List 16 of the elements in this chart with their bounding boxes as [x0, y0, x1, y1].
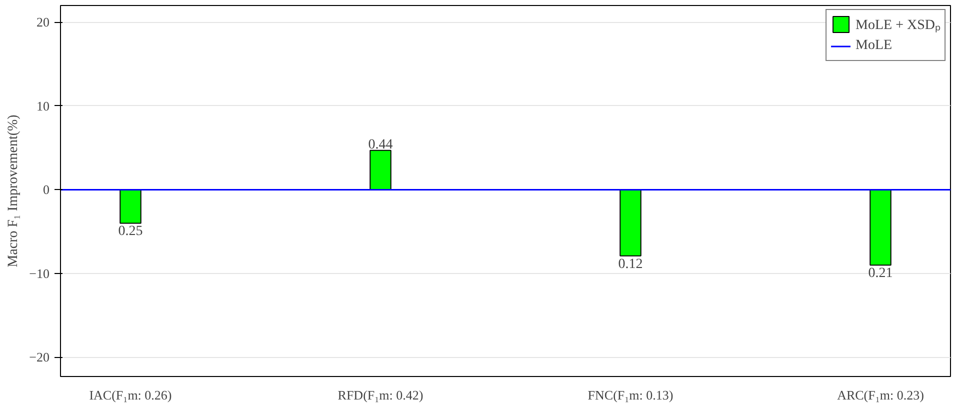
annotation: 0.25 — [118, 224, 143, 240]
y-tick-label: 0 — [43, 182, 50, 198]
y-tick-label: 20 — [36, 14, 50, 30]
y-axis-title: Macro F₁ Improvement(%) — [6, 114, 22, 268]
x-tick-label: FNC(F₁m: 0.13) — [588, 388, 674, 402]
x-tick-label: ARC(F₁m: 0.23) — [837, 388, 924, 402]
annotation: 0.21 — [868, 266, 893, 282]
x-tick-label: IAC(F₁m: 0.26) — [89, 388, 172, 402]
y-tick-label: −10 — [29, 266, 50, 281]
y-tick-label: −20 — [29, 350, 50, 365]
x-tick-label: RFD(F₁m: 0.42) — [338, 388, 424, 402]
legend-label: MoLE + XSDₚ — [856, 17, 941, 34]
annotation: 0.12 — [618, 256, 643, 272]
y-tick-label: 10 — [36, 98, 50, 114]
annotation: 0.44 — [368, 137, 393, 152]
legend-label: MoLE — [856, 38, 892, 54]
